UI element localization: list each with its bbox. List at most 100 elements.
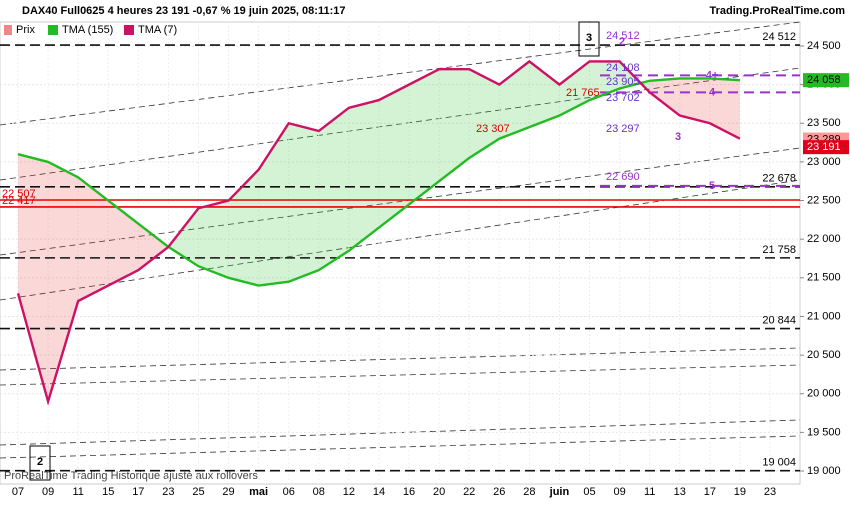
annotation: 23 297 (606, 123, 640, 135)
x-tick-label: 05 (583, 486, 595, 498)
annotation: 2 (37, 456, 43, 468)
x-tick-label: 14 (373, 486, 385, 498)
y-tick-label: 19 000 (807, 465, 841, 477)
legend-label: Prix (16, 24, 35, 36)
y-tick-label: 21 500 (807, 272, 841, 284)
area-fill (288, 123, 319, 282)
x-tick-label: 23 (162, 486, 174, 498)
area-fill (499, 61, 530, 139)
x-tick-label: juin (549, 486, 570, 498)
area-fill (228, 169, 259, 286)
y-tick-label: 20 500 (807, 349, 841, 361)
area-fill (318, 107, 349, 271)
y-tick-label: 20 000 (807, 388, 841, 400)
area-fill (559, 61, 590, 116)
area-fill (348, 100, 379, 251)
x-tick-label: 26 (493, 486, 505, 498)
annotation-box (29, 445, 51, 481)
legend-label: TMA (155) (62, 24, 113, 36)
annotation: 23 905 (606, 76, 640, 88)
annotation: 22 690 (606, 171, 640, 183)
area-fill (679, 78, 710, 124)
area-fill (619, 61, 650, 93)
x-tick-label: 11 (72, 486, 83, 498)
x-tick-label: 23 (764, 486, 776, 498)
area-fill (18, 154, 49, 402)
x-tick-label: 19 (734, 486, 746, 498)
legend-swatch (124, 25, 134, 35)
x-tick-label: 17 (132, 486, 144, 498)
x-tick-label: 13 (674, 486, 686, 498)
annotation: 3 (586, 32, 592, 44)
y-tick-label: 21 000 (807, 310, 841, 322)
area-fill (439, 69, 470, 182)
plot-frame (0, 21, 801, 485)
x-tick-label: mai (249, 486, 268, 498)
x-tick-label: 25 (192, 486, 204, 498)
x-tick-label: 20 (433, 486, 445, 498)
red-level-label: 22 507 (2, 188, 36, 200)
purple-level-label: 4 (709, 86, 716, 98)
price-tag-label: 24 058 (807, 74, 841, 86)
x-tick-label: 22 (463, 486, 475, 498)
area-fill (378, 84, 410, 228)
price-tag-label: 23 191 (807, 141, 841, 153)
level-label: 20 844 (762, 314, 796, 326)
level-label: 19 004 (762, 457, 796, 469)
y-tick-label: 22 000 (807, 233, 841, 245)
price-tag (803, 140, 849, 155)
series-line (16, 59, 741, 406)
annotation: 2 (619, 36, 625, 48)
series-line (17, 77, 740, 287)
y-tick-label: 23 500 (807, 117, 841, 129)
area-fill (409, 69, 440, 205)
area-fill (48, 161, 79, 402)
area-fill (469, 69, 500, 159)
x-tick-label: 17 (704, 486, 716, 498)
x-tick-label: 07 (12, 486, 24, 498)
source: Trading.ProRealTime.com (709, 5, 845, 17)
area-fill (649, 78, 680, 116)
annotation-box (578, 21, 600, 57)
footnote: ProRealTime Trading Historique ajusté au… (4, 470, 258, 482)
area-fill (258, 123, 289, 286)
area-fill (78, 177, 109, 302)
annotation: 21 765 (566, 87, 600, 99)
price-tag (803, 73, 849, 88)
x-tick-label: 09 (42, 486, 54, 498)
title: DAX40 Full0625 4 heures 23 191 -0,67 % 1… (22, 5, 345, 17)
y-tick-label: 22 500 (807, 194, 841, 206)
annotation: 3 (675, 131, 681, 143)
x-tick-label: 08 (313, 486, 325, 498)
x-tick-label: 06 (283, 486, 295, 498)
area-fill (108, 200, 139, 286)
y-tick-label: 24 500 (807, 40, 841, 52)
legend-swatch (48, 25, 58, 35)
x-tick-label: 09 (613, 486, 625, 498)
area-fill (709, 78, 740, 139)
level-label: 24 512 (762, 31, 796, 43)
x-tick-label: 11 (644, 486, 655, 498)
level-label: 22 678 (762, 173, 796, 185)
annotation: 24 512 (606, 30, 640, 42)
level-label: 21 758 (762, 244, 796, 256)
area-fill (168, 208, 199, 267)
purple-level-label: 5 (709, 180, 715, 192)
x-tick-label: 28 (523, 486, 535, 498)
annotation: 23 307 (476, 123, 510, 135)
annotation: 23 702 (606, 92, 640, 104)
area-fill (529, 61, 560, 128)
x-tick-label: 16 (403, 486, 415, 498)
y-tick-label: 19 500 (807, 426, 841, 438)
legend-label: TMA (7) (138, 24, 177, 36)
annotation: 24 108 (606, 62, 640, 74)
area-fill (198, 200, 229, 278)
x-tick-label: 15 (102, 486, 114, 498)
red-level-label: 22 417 (2, 195, 36, 207)
x-tick-label: 29 (222, 486, 234, 498)
area-fill (138, 223, 169, 271)
x-tick-label: 12 (343, 486, 355, 498)
y-tick-label: 23 000 (807, 156, 841, 168)
